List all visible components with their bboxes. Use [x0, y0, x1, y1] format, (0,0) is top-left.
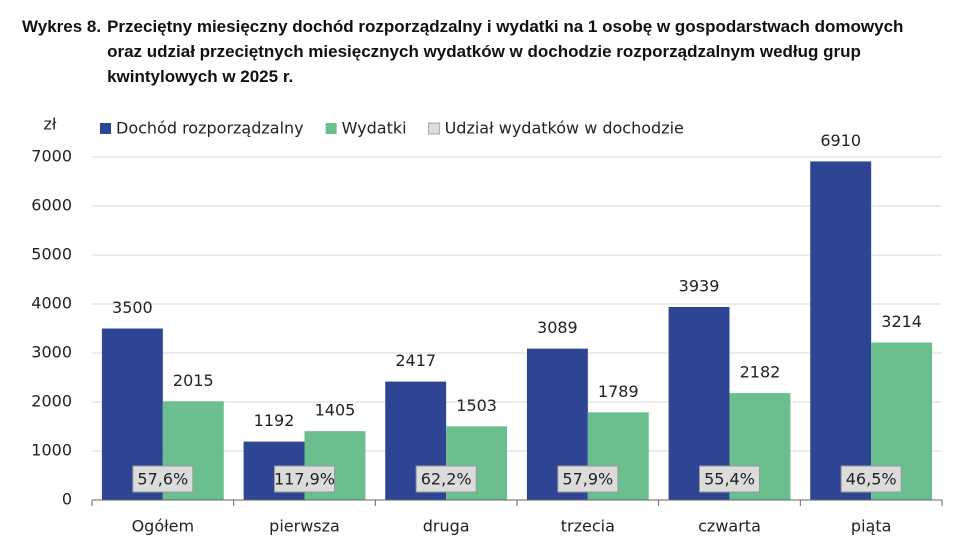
value-label: 1192 — [254, 411, 295, 430]
value-label: 1405 — [315, 401, 356, 420]
x-tick-label: trzecia — [561, 517, 615, 536]
x-tick-label: pierwsza — [269, 517, 340, 536]
y-tick-label: 1000 — [31, 441, 72, 460]
value-label: 2417 — [395, 351, 436, 370]
legend-label: Wydatki — [342, 119, 407, 138]
bar — [810, 161, 872, 500]
legend-label: Dochód rozporządzalny — [116, 119, 304, 138]
value-label: 2182 — [740, 363, 781, 382]
chart-title: Przeciętny miesięczny dochód rozporządza… — [107, 17, 904, 86]
share-label: 55,4% — [704, 470, 755, 489]
value-label: 6910 — [820, 131, 861, 150]
y-tick-label: 6000 — [31, 196, 72, 215]
value-label: 3939 — [679, 276, 720, 295]
x-tick-label: czwarta — [698, 517, 761, 536]
legend-swatch — [325, 123, 337, 134]
share-box — [415, 465, 477, 493]
x-tick-label: piąta — [851, 517, 891, 536]
value-label: 3500 — [112, 298, 153, 317]
share-box — [132, 465, 194, 493]
legend-swatch — [428, 122, 441, 135]
y-tick-label: 5000 — [31, 245, 72, 264]
y-tick-label: 2000 — [31, 392, 72, 411]
y-tick-label: 0 — [62, 490, 72, 509]
y-unit: zł — [44, 115, 57, 134]
y-tick-label: 3000 — [31, 343, 72, 362]
value-label: 3214 — [881, 312, 922, 331]
value-label: 1789 — [598, 382, 639, 401]
x-tick-label: Ogółem — [132, 517, 195, 536]
title-label: Wykres 8. — [22, 17, 102, 36]
share-label: 57,9% — [562, 470, 613, 489]
value-label: 3089 — [537, 318, 578, 337]
y-tick-label: 4000 — [31, 294, 72, 313]
title-block: Wykres 8. Przeciętny miesięczny dochód r… — [22, 14, 922, 89]
share-box — [699, 465, 760, 493]
share-label: 46,5% — [846, 470, 897, 489]
share-box — [840, 465, 902, 493]
share-label: 117,9% — [274, 470, 335, 489]
legend-swatch — [100, 123, 111, 134]
legend-label: Udział wydatków w dochodzie — [445, 119, 684, 138]
x-tick-label: druga — [423, 517, 470, 536]
share-box — [274, 465, 335, 493]
value-label: 1503 — [456, 396, 497, 415]
share-label: 62,2% — [421, 470, 472, 489]
y-tick-label: 7000 — [31, 147, 72, 166]
value-label: 2015 — [173, 371, 214, 390]
share-box — [557, 465, 619, 493]
share-label: 57,6% — [137, 470, 188, 489]
